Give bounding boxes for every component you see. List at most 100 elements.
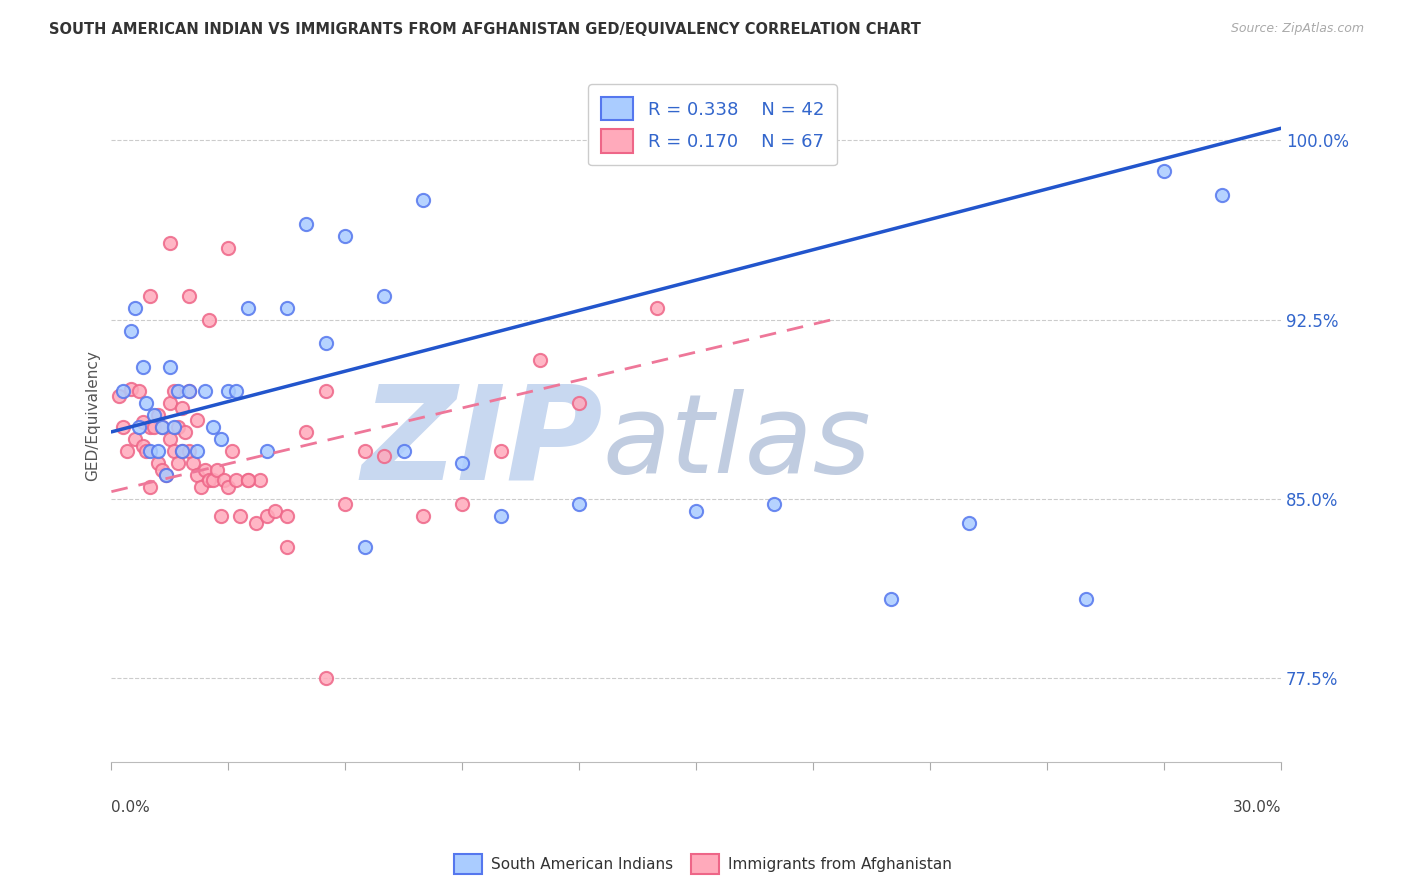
Point — [179, 384, 201, 399]
Point — [186, 444, 208, 458]
Point — [159, 360, 181, 375]
Point — [880, 592, 903, 607]
Point — [315, 336, 337, 351]
Point — [166, 384, 188, 399]
Legend: R = 0.338    N = 42, R = 0.170    N = 67: R = 0.338 N = 42, R = 0.170 N = 67 — [588, 85, 837, 165]
Point — [194, 384, 217, 399]
Text: ZIP: ZIP — [361, 379, 603, 507]
Point — [131, 415, 153, 429]
Point — [315, 671, 337, 685]
Point — [150, 463, 173, 477]
Point — [392, 444, 415, 458]
Point — [217, 241, 239, 255]
Point — [225, 473, 247, 487]
Point — [139, 288, 162, 302]
Point — [179, 384, 201, 399]
Point — [225, 384, 247, 399]
Point — [108, 389, 131, 403]
Point — [179, 288, 201, 302]
Point — [159, 396, 181, 410]
Point — [276, 301, 298, 315]
Point — [112, 420, 135, 434]
Point — [148, 456, 170, 470]
Point — [124, 301, 146, 315]
Point — [131, 439, 153, 453]
Point — [256, 508, 278, 523]
Point — [179, 444, 201, 458]
Point — [155, 467, 177, 482]
Point — [198, 473, 221, 487]
Point — [451, 497, 474, 511]
Point — [205, 463, 228, 477]
Point — [1153, 164, 1175, 178]
Point — [276, 540, 298, 554]
Point — [276, 508, 298, 523]
Point — [174, 425, 197, 439]
Point — [217, 480, 239, 494]
Point — [131, 360, 153, 375]
Point — [148, 444, 170, 458]
Text: 0.0%: 0.0% — [111, 800, 150, 815]
Point — [139, 480, 162, 494]
Point — [412, 193, 434, 207]
Legend: South American Indians, Immigrants from Afghanistan: South American Indians, Immigrants from … — [449, 848, 957, 880]
Point — [120, 382, 142, 396]
Point — [491, 508, 513, 523]
Point — [412, 508, 434, 523]
Point — [335, 228, 357, 243]
Point — [170, 401, 193, 415]
Point — [201, 473, 224, 487]
Point — [957, 516, 980, 530]
Text: atlas: atlas — [603, 390, 872, 496]
Point — [373, 288, 395, 302]
Point — [335, 497, 357, 511]
Point — [120, 325, 142, 339]
Text: SOUTH AMERICAN INDIAN VS IMMIGRANTS FROM AFGHANISTAN GED/EQUIVALENCY CORRELATION: SOUTH AMERICAN INDIAN VS IMMIGRANTS FROM… — [49, 22, 921, 37]
Point — [229, 508, 252, 523]
Point — [143, 420, 166, 434]
Point — [186, 413, 208, 427]
Point — [1211, 188, 1233, 202]
Point — [491, 444, 513, 458]
Point — [170, 444, 193, 458]
Point — [221, 444, 243, 458]
Point — [214, 473, 236, 487]
Point — [295, 425, 318, 439]
Point — [115, 444, 138, 458]
Point — [135, 396, 157, 410]
Point — [249, 473, 271, 487]
Point — [143, 408, 166, 422]
Point — [256, 444, 278, 458]
Point — [148, 408, 170, 422]
Point — [163, 384, 186, 399]
Point — [236, 473, 259, 487]
Point — [264, 504, 287, 518]
Point — [190, 480, 212, 494]
Point — [112, 384, 135, 399]
Point — [217, 384, 239, 399]
Point — [181, 456, 204, 470]
Point — [236, 301, 259, 315]
Point — [295, 217, 318, 231]
Point — [451, 456, 474, 470]
Point — [155, 467, 177, 482]
Point — [163, 444, 186, 458]
Text: 30.0%: 30.0% — [1233, 800, 1281, 815]
Point — [186, 467, 208, 482]
Point — [150, 420, 173, 434]
Point — [353, 540, 375, 554]
Point — [315, 384, 337, 399]
Point — [166, 420, 188, 434]
Point — [124, 432, 146, 446]
Point — [170, 444, 193, 458]
Point — [1074, 592, 1097, 607]
Point — [159, 432, 181, 446]
Point — [128, 384, 150, 399]
Point — [685, 504, 707, 518]
Point — [128, 420, 150, 434]
Point — [163, 420, 186, 434]
Point — [568, 497, 591, 511]
Point — [568, 396, 591, 410]
Point — [150, 420, 173, 434]
Point — [645, 301, 668, 315]
